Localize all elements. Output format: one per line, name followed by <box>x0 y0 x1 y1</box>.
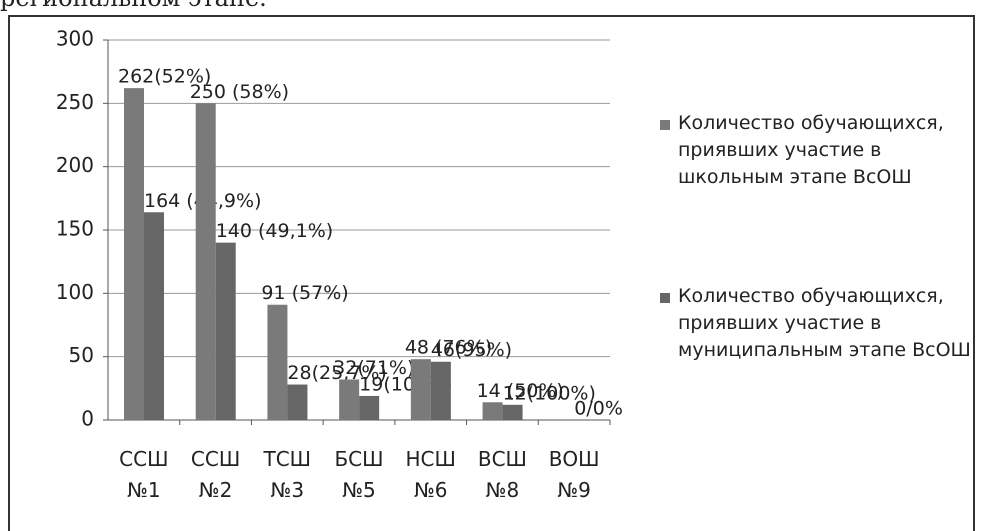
value-label: 28(25,7%) <box>287 362 386 384</box>
x-tick-label: ВОШ №9 <box>548 447 600 502</box>
chart-frame <box>8 15 975 531</box>
bar <box>359 395 380 420</box>
value-label: 12(100%) <box>503 382 596 404</box>
value-label: 262(52%) <box>118 66 211 88</box>
y-tick-label: 250 <box>56 90 94 114</box>
value-label: 250 (58%) <box>190 81 289 103</box>
value-label: 48 (76%) <box>405 337 492 359</box>
value-label: 32(71%) <box>333 357 414 379</box>
bar <box>124 88 144 420</box>
value-label: 14 (50%) <box>477 380 564 402</box>
legend-marker <box>660 120 670 130</box>
caption: региональном этапе. <box>0 0 267 12</box>
bar <box>195 103 216 420</box>
value-label: 140 (49,1%) <box>216 220 334 242</box>
x-tick-label: ССШ №1 <box>119 447 169 502</box>
value-label: 91 (57%) <box>261 282 348 304</box>
value-label: 0/0% <box>574 398 623 420</box>
bar <box>502 404 523 420</box>
x-tick-label: ТСШ №3 <box>263 447 312 502</box>
x-tick-label: БСШ №5 <box>334 447 384 502</box>
value-label: 46(95%) <box>431 339 512 361</box>
bar <box>215 242 236 420</box>
bar <box>410 359 431 420</box>
x-tick-label: НСШ №6 <box>405 447 456 502</box>
legend-marker <box>660 293 670 303</box>
y-tick-label: 100 <box>56 280 94 304</box>
bar <box>482 402 503 420</box>
x-tick-label: ССШ №2 <box>190 447 241 502</box>
bar <box>267 304 288 420</box>
bar <box>430 361 451 420</box>
y-tick-label: 150 <box>56 217 94 241</box>
y-tick-label: 0 <box>81 407 94 431</box>
y-tick-label: 50 <box>69 343 94 367</box>
legend-label: Количество обучающихся, приявших участие… <box>678 112 944 188</box>
y-tick-label: 200 <box>56 153 94 177</box>
legend-label: Количество обучающихся, приявших участие… <box>678 285 971 361</box>
bar <box>287 384 308 420</box>
x-tick-label: ВСШ №8 <box>477 447 527 502</box>
bar <box>144 212 164 420</box>
y-tick-label: 300 <box>56 27 94 51</box>
bar <box>339 379 360 420</box>
